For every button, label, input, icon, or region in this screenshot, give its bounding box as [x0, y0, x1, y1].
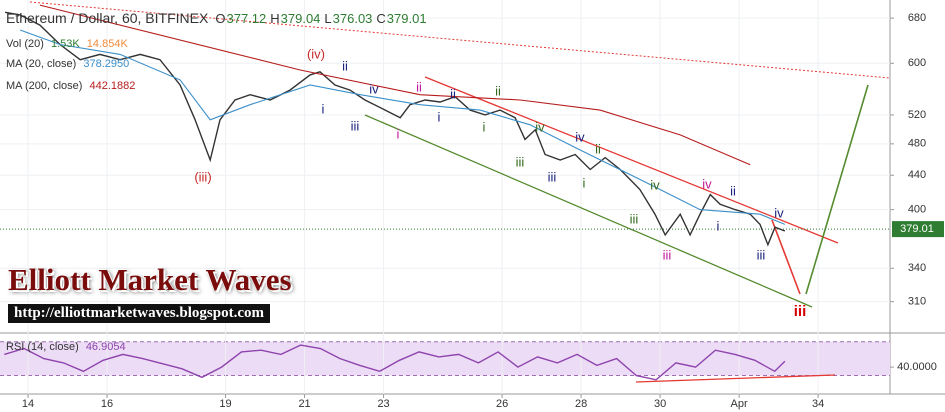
y-tick-label: 310: [908, 296, 926, 308]
wave-label: iii: [516, 154, 525, 169]
y-tick-label: 340: [908, 262, 926, 274]
wave-label: iv: [702, 176, 712, 191]
y-tick-label: 600: [908, 57, 926, 69]
symbol-title: Ethereum / Dollar, 60, BITFINEX: [6, 10, 209, 26]
trendline: [805, 84, 869, 295]
y-tick-label: 40.0000: [897, 361, 937, 373]
wave-label: iv: [535, 119, 545, 134]
y-tick-label: 680: [908, 12, 926, 24]
wave-label: (iv): [307, 46, 325, 61]
volume-row: Vol (20) 1.53K 14.854K: [6, 38, 132, 50]
wave-label: iv: [650, 177, 660, 192]
ohlc-value: 377.12: [226, 11, 267, 26]
x-tick-label: 26: [496, 398, 508, 410]
ma200-value: 442.1882: [89, 80, 136, 92]
wave-label: (iii): [194, 169, 211, 184]
volume-name: Vol (20): [6, 38, 44, 50]
wave-label: iv: [774, 205, 784, 220]
wave-label: i: [322, 101, 325, 116]
ohlc-value: 379.01: [386, 11, 427, 26]
last-price-label: 379.01: [900, 223, 934, 235]
x-tick-label: 19: [219, 398, 231, 410]
wave-label: iii: [663, 247, 672, 262]
trendline: [424, 76, 839, 244]
y-tick-label: 520: [908, 109, 926, 121]
rsi-value: 46.9054: [85, 341, 126, 353]
wave-label: iv: [369, 81, 379, 96]
ma200-row: MA (200, close) 442.1882: [6, 80, 139, 92]
ohlc: O377.12 H379.04 L376.03 C379.01: [215, 11, 430, 26]
wave-label: iii: [757, 247, 766, 262]
x-tick-label: 28: [575, 398, 587, 410]
wave-label: ii: [595, 141, 601, 156]
ma200-name: MA (200, close): [6, 80, 83, 92]
wave-label: i: [438, 109, 441, 124]
wave-label: iii: [548, 169, 557, 184]
ohlc-label: H: [270, 11, 280, 26]
x-tick-label: Apr: [731, 398, 748, 410]
brand-title: Elliott Market Waves: [8, 262, 292, 297]
rsi-name: RSI (14, close): [6, 341, 79, 353]
series-line: [4, 11, 786, 247]
volume-average: 14.854K: [86, 38, 128, 50]
wave-label: ii: [495, 83, 501, 98]
wave-label: i: [717, 218, 720, 233]
last-price-tag: [892, 221, 944, 238]
trendline: [635, 374, 836, 383]
volume-value: 1.53K: [50, 38, 80, 50]
wave-label: ii: [450, 86, 456, 101]
wave-label: ii: [416, 79, 422, 94]
wave-label: ii: [730, 183, 736, 198]
wave-label: iv: [575, 129, 585, 144]
wave-label: i: [483, 119, 486, 134]
ohlc-value: 379.04: [280, 11, 321, 26]
x-tick-label: 14: [22, 398, 34, 410]
ma20-row: MA (20, close) 378.2950: [6, 58, 133, 70]
ohlc-label: L: [324, 11, 332, 26]
brand-url: http://elliottmarketwaves.blogspot.com: [8, 304, 270, 323]
wave-label: ii: [342, 58, 348, 73]
ohlc-label: C: [376, 11, 386, 26]
series-line: [19, 29, 786, 225]
x-tick-label: 34: [812, 398, 824, 410]
series-line: [4, 344, 786, 381]
x-tick-label: 16: [101, 398, 113, 410]
y-tick-label: 440: [908, 169, 926, 181]
trendline: [364, 114, 813, 308]
y-tick-label: 480: [908, 138, 926, 150]
ohlc-value: 376.03: [332, 11, 373, 26]
rsi-row: RSI (14, close) 46.9054: [6, 341, 130, 353]
wave-label: iii: [630, 211, 639, 226]
ohlc-label: O: [215, 11, 226, 26]
header-row: Ethereum / Dollar, 60, BITFINEX O377.12 H…: [6, 10, 435, 26]
ma20-value: 378.2950: [83, 58, 130, 70]
wave-label: iii: [351, 118, 360, 133]
x-tick-label: 23: [377, 398, 389, 410]
series-line: [39, 4, 751, 166]
wave-label: iii: [794, 303, 807, 320]
trendline: [771, 219, 801, 295]
wave-label: i: [397, 126, 400, 141]
y-tick-label: 400: [908, 204, 926, 216]
x-tick-label: 21: [298, 398, 310, 410]
rsi-band: [0, 341, 890, 376]
x-tick-label: 30: [654, 398, 666, 410]
ma20-name: MA (20, close): [6, 58, 77, 70]
wave-label: i: [583, 175, 586, 190]
